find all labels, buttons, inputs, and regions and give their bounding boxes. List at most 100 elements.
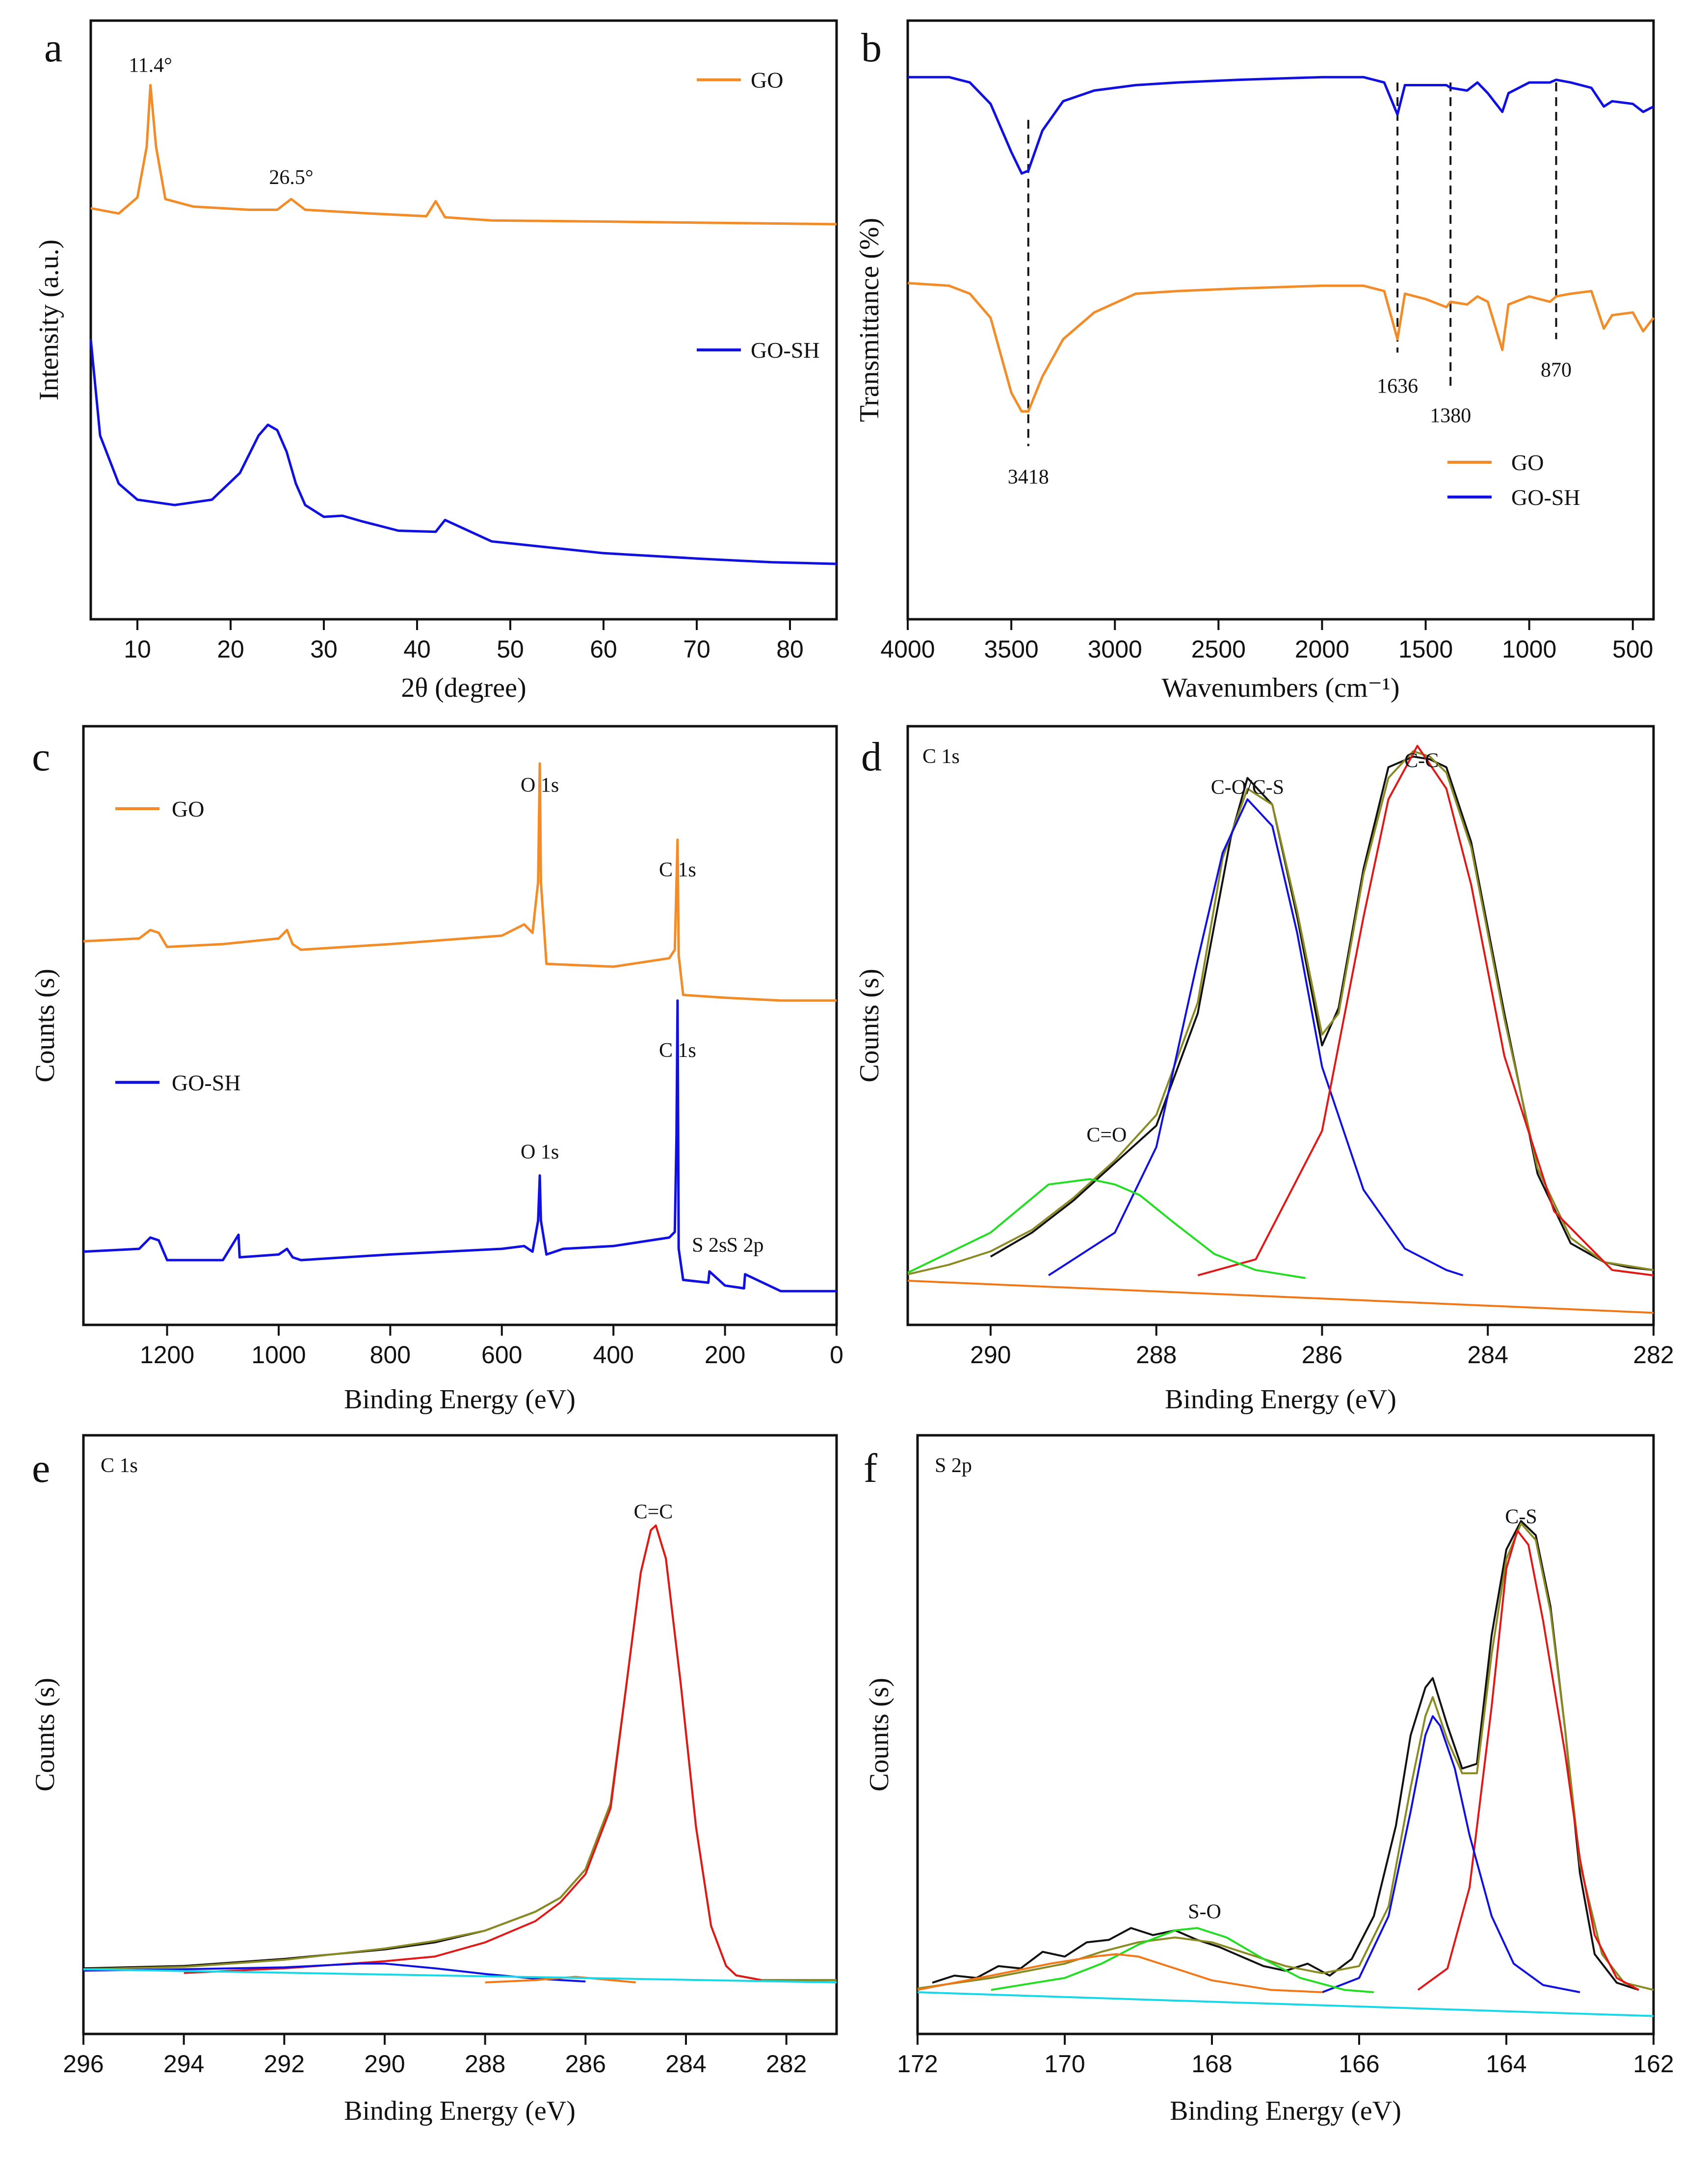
panel-b-xtick-label: 3000: [1088, 635, 1142, 663]
panel-e-series-fit: [83, 1524, 837, 1981]
panel-b-xtick-label: 1000: [1502, 635, 1556, 663]
panel-d-corner-label: C 1s: [922, 745, 960, 768]
panel-f-letter: f: [864, 1446, 877, 1491]
panel-e-plot: 296 294 292 290 288 286 284 282 C=C: [63, 1501, 837, 2078]
panel-f-xtick-label: 168: [1191, 2050, 1232, 2078]
panel-c-annotation: S 2s: [692, 1234, 727, 1257]
panel-a-letter: a: [44, 25, 62, 71]
panel-b-legend-label: GO-SH: [1511, 485, 1580, 510]
panel-b-ylabel: Transmittance (%): [854, 218, 885, 422]
panel-f-series-background: [917, 1991, 1654, 2017]
panel-c-annotation: O 1s: [521, 774, 559, 797]
panel-e-frame: [82, 1434, 838, 2035]
panel-d-series-c-c: [1197, 745, 1654, 1277]
panel-c-annotation: O 1s: [521, 1141, 559, 1163]
panel-e-letter: e: [32, 1446, 50, 1491]
panel-c-letter: c: [32, 734, 50, 780]
panel-c: c Binding Energy (eV) Counts (s): [30, 725, 838, 1415]
panel-d-xtick-label: 282: [1633, 1341, 1674, 1369]
panel-d-series-c-o: [907, 1178, 1306, 1279]
panel-f-series-raw: [932, 1520, 1639, 1991]
panel-f-xlabel: Binding Energy (eV): [1170, 2096, 1401, 2126]
panel-d-ylabel: Counts (s): [854, 969, 885, 1082]
panel-b-xlabel: Wavenumbers (cm⁻¹): [1162, 673, 1400, 703]
panel-c-xlabel: Binding Energy (eV): [344, 1384, 576, 1415]
panel-b-series-go-sh: [908, 76, 1655, 175]
panel-f-annotation: S-O: [1188, 1901, 1221, 1924]
panel-e-corner-label: C 1s: [101, 1454, 138, 1477]
panel-e-xtick-label: 288: [465, 2050, 505, 2078]
panel-f-series-s-2p1-2: [1322, 1715, 1580, 1993]
panel-b-marker-label: 1636: [1377, 375, 1418, 397]
panel-f-xtick-label: 164: [1486, 2050, 1526, 2078]
panel-a-xlabel: 2θ (degree): [401, 673, 526, 703]
panel-e-xtick-label: 294: [163, 2050, 204, 2078]
panel-c-annotation: C 1s: [659, 859, 696, 881]
panel-b-xtick-label: 2000: [1295, 635, 1349, 663]
panel-c-annotation: C 1s: [659, 1039, 696, 1062]
panel-e-xtick-label: 282: [766, 2050, 807, 2078]
panel-e-series-c-c: [184, 1524, 762, 1981]
panel-a-series-go: [90, 84, 837, 226]
panel-e-annotation: C=C: [634, 1501, 673, 1523]
panel-d-frame: [906, 725, 1655, 1326]
panel-f-frame: [916, 1434, 1655, 2035]
panel-e-ylabel: Counts (s): [30, 1678, 60, 1792]
panel-d-xlabel: Binding Energy (eV): [1165, 1384, 1396, 1415]
panel-b-xtick-label: 2500: [1191, 635, 1246, 663]
panel-d-series-fit: [907, 750, 1654, 1275]
panel-d-plot: 290 288 286 284 282 C-O/C-S C-C C=O: [907, 745, 1674, 1369]
panel-e-series-raw: [83, 1524, 837, 1981]
panel-c-legend-label: GO-SH: [172, 1070, 241, 1095]
panel-d-annotation: C-O/C-S: [1211, 776, 1284, 799]
panel-e-xtick-label: 286: [565, 2050, 606, 2078]
panel-c-xtick-label: 1000: [251, 1341, 306, 1369]
panel-f-annotation: C-S: [1505, 1506, 1537, 1529]
panel-a-xtick-label: 60: [590, 635, 617, 663]
panel-b-xtick-label: 3500: [984, 635, 1038, 663]
panel-d-xtick-label: 290: [970, 1341, 1011, 1369]
panel-d-xtick-label: 284: [1468, 1341, 1508, 1369]
panel-b-marker-label: 1380: [1430, 404, 1471, 427]
panel-b-letter: b: [861, 25, 882, 71]
panel-a-xtick-label: 40: [403, 635, 431, 663]
panel-d-xtick-label: 286: [1302, 1341, 1342, 1369]
panel-c-series-go-sh: [83, 999, 837, 1293]
panel-b-xtick-label: 500: [1612, 635, 1653, 663]
panel-d-series-background: [907, 1280, 1654, 1314]
panel-f-ylabel: Counts (s): [864, 1678, 894, 1792]
panel-c-xtick-label: 1200: [140, 1341, 194, 1369]
panel-f-series-s-2p3-2: [1417, 1530, 1639, 1991]
panel-c-xtick-label: 400: [593, 1341, 633, 1369]
panel-e-series-c-o: [485, 1976, 636, 1983]
panel-a-series-go-sh: [89, 339, 837, 565]
panel-c-ylabel: Counts (s): [30, 969, 60, 1082]
panel-c-plot: 1200 1000 800 600 400 200 0 GO GO-SH O 1s C 1s C 1s…: [83, 762, 843, 1369]
panel-d: d C 1s Binding Energy (eV) Counts (s): [854, 725, 1655, 1415]
panel-b-frame: [906, 19, 1655, 621]
panel-e-xtick-label: 284: [665, 2050, 706, 2078]
panel-a-xtick-label: 20: [217, 635, 244, 663]
panel-c-xtick-label: 200: [705, 1341, 745, 1369]
panel-a-legend-label: GO: [751, 68, 783, 93]
panel-e-xtick-label: 292: [264, 2050, 305, 2078]
panel-c-series-go: [83, 762, 837, 1002]
panel-a-annotation: 11.4°: [129, 54, 172, 77]
panel-c-xtick-label: 800: [370, 1341, 411, 1369]
panel-a-xtick-label: 80: [776, 635, 804, 663]
panel-a-legend-label: GO-SH: [751, 338, 820, 363]
panel-a-ylabel: Intensity (a.u.): [34, 239, 64, 400]
panel-e: e C 1s Binding Energy (eV) Counts (s): [30, 1434, 838, 2126]
panel-d-xtick-label: 288: [1136, 1341, 1177, 1369]
panel-f-series-s-o-2-: [917, 1953, 1323, 1993]
panel-e-xtick-label: 290: [364, 2050, 405, 2078]
panel-c-frame: [82, 725, 838, 1326]
panel-d-series-raw: [990, 755, 1654, 1271]
panel-a-plot: 10 20 30 40 50 60 70 80 GO GO-SH 11.4° 26.5°: [89, 54, 837, 663]
panel-a: a 2θ (degree) Intensity (a.u.): [34, 19, 838, 703]
panel-c-annotation: S 2p: [727, 1234, 764, 1257]
panel-d-annotation: C-C: [1404, 750, 1439, 772]
panel-c-xtick-label: 0: [830, 1341, 843, 1369]
panel-a-xtick-label: 10: [124, 635, 151, 663]
